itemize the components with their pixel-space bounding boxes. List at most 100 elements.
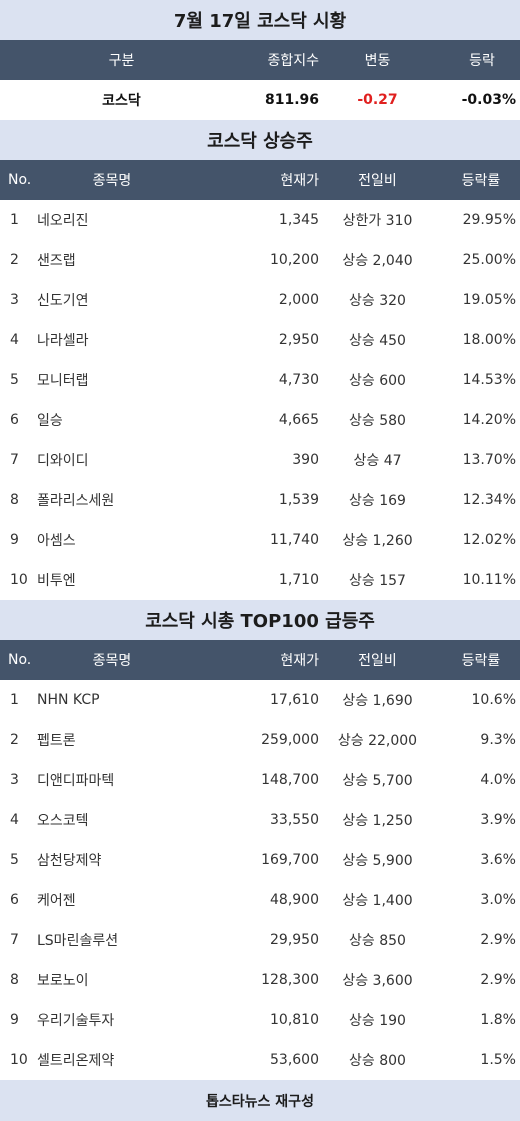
top100-price-change: 상승 1,400 (342, 893, 413, 909)
top100-current-price: 17,610 (270, 692, 319, 708)
gainers-row-number: 4 (10, 332, 19, 348)
gainers-current-price: 4,730 (278, 372, 319, 388)
gainers-current-price: 2,000 (278, 292, 319, 308)
gainers-current-price: 2,950 (278, 332, 319, 348)
gainers-stock-name: 디와이디 (37, 453, 89, 469)
gainers-header-change: 전일비 (358, 173, 397, 189)
summary-header-rate: 등락 (469, 53, 495, 69)
gainers-current-price: 390 (292, 452, 319, 468)
summary-header-category: 구분 (108, 53, 135, 69)
table-row: 4 오스코텍 33,550 상승 1,250 3.9% (0, 800, 520, 840)
top100-row-number: 3 (10, 772, 19, 788)
top100-header-rate: 등락률 (461, 653, 501, 669)
gainers-price-change: 상승 450 (349, 333, 406, 349)
top100-current-price: 148,700 (261, 772, 319, 788)
top100-price-change: 상승 5,900 (342, 853, 413, 869)
top100-change-rate: 2.9% (480, 932, 516, 948)
gainers-change-rate: 14.20% (462, 412, 516, 428)
top100-current-price: 128,300 (261, 972, 319, 988)
gainers-stock-name: 폴라리스세원 (37, 493, 115, 509)
top100-stock-name: 셀트리온제약 (37, 1053, 115, 1069)
table-row: 1 NHN KCP 17,610 상승 1,690 10.6% (0, 680, 520, 720)
table-row: 10 셀트리온제약 53,600 상승 800 1.5% (0, 1040, 520, 1080)
gainers-header-no: No. (8, 172, 32, 188)
top100-price-change: 상승 850 (349, 933, 406, 949)
top100-change-rate: 3.6% (480, 852, 516, 868)
top100-change-rate: 9.3% (480, 732, 516, 748)
top100-row-number: 9 (10, 1012, 19, 1028)
gainers-price-change: 상승 580 (349, 413, 406, 429)
gainers-change-rate: 12.34% (462, 492, 516, 508)
table-row: 5 삼천당제약 169,700 상승 5,900 3.6% (0, 840, 520, 880)
gainers-row-number: 9 (10, 532, 19, 548)
gainers-change-rate: 14.53% (462, 372, 516, 388)
gainers-price-change: 상승 47 (353, 453, 402, 469)
top100-row-number: 6 (10, 892, 19, 908)
gainers-row-number: 2 (10, 252, 19, 268)
top100-current-price: 33,550 (270, 812, 319, 828)
gainers-change-rate: 19.05% (462, 292, 516, 308)
gainers-current-price: 11,740 (270, 532, 319, 548)
table-row: 9 우리기술투자 10,810 상승 190 1.8% (0, 1000, 520, 1040)
gainers-price-change: 상승 600 (349, 373, 406, 389)
gainers-change-rate: 18.00% (462, 332, 516, 348)
gainers-row-number: 6 (10, 412, 19, 428)
top100-change-rate: 10.6% (471, 692, 516, 708)
top100-price-change: 상승 190 (349, 1013, 406, 1029)
top100-header-no: No. (8, 652, 32, 668)
table-row: 8 폴라리스세원 1,539 상승 169 12.34% (0, 480, 520, 520)
gainers-current-price: 1,345 (278, 212, 319, 228)
gainers-change-rate: 13.70% (462, 452, 516, 468)
gainers-price-change: 상승 320 (349, 293, 406, 309)
gainers-stock-name: 일승 (37, 413, 63, 429)
top100-row-number: 10 (10, 1052, 28, 1068)
top100-price-change: 상승 1,690 (342, 693, 413, 709)
gainers-stock-name: 샌즈랩 (37, 253, 76, 269)
gainers-price-change: 상승 157 (349, 573, 406, 589)
gainers-row-number: 8 (10, 492, 19, 508)
top100-row-number: 7 (10, 932, 19, 948)
top100-row-number: 2 (10, 732, 19, 748)
gainers-row-number: 10 (10, 572, 28, 588)
top100-price-change: 상승 800 (349, 1053, 406, 1069)
table-row: 6 일승 4,665 상승 580 14.20% (0, 400, 520, 440)
top100-change-rate: 2.9% (480, 972, 516, 988)
gainers-price-change: 상한가 310 (342, 213, 413, 229)
gainers-stock-name: 나라셀라 (37, 333, 89, 349)
gainers-row-number: 7 (10, 452, 19, 468)
top100-change-rate: 1.8% (480, 1012, 516, 1028)
market-title-band: 7월 17일 코스닥 시황 (0, 0, 520, 40)
gainers-row-number: 1 (10, 212, 19, 228)
top100-stock-name: 펩트론 (37, 733, 76, 749)
gainers-change-rate: 12.02% (462, 532, 516, 548)
gainers-change-rate: 25.00% (462, 252, 516, 268)
top100-stock-name: 디앤디파마텍 (37, 773, 115, 789)
top100-header-change: 전일비 (358, 653, 397, 669)
gainers-title: 코스닥 상승주 (207, 131, 313, 152)
top100-title: 코스닥 시총 TOP100 급등주 (145, 611, 375, 632)
top100-stock-name: 우리기술투자 (37, 1013, 115, 1029)
table-row: 1 네오리진 1,345 상한가 310 29.95% (0, 200, 520, 240)
top100-current-price: 53,600 (270, 1052, 319, 1068)
footer-source: 톱스타뉴스 재구성 (206, 1093, 314, 1110)
summary-header-change: 변동 (364, 53, 391, 69)
top100-table-body: 1 NHN KCP 17,610 상승 1,690 10.6% 2 펩트론 259,000 상승… (0, 680, 520, 1080)
top100-price-change: 상승 3,600 (342, 973, 413, 989)
table-row: 7 LS마린솔루션 29,950 상승 850 2.9% (0, 920, 520, 960)
top100-price-change: 상승 22,000 (337, 733, 418, 749)
footer-band: 톱스타뉴스 재구성 (0, 1080, 520, 1121)
summary-change-value: -0.27 (357, 92, 398, 108)
gainers-stock-name: 신도기연 (37, 293, 89, 309)
gainers-header-rate: 등락률 (461, 173, 501, 189)
gainers-price-change: 상승 169 (349, 493, 406, 509)
top100-price-change: 상승 5,700 (342, 773, 413, 789)
gainers-stock-name: 모니터랩 (37, 373, 89, 389)
top100-current-price: 259,000 (261, 732, 319, 748)
top100-current-price: 29,950 (270, 932, 319, 948)
gainers-change-rate: 10.11% (462, 572, 516, 588)
gainers-price-change: 상승 2,040 (342, 253, 413, 269)
top100-stock-name: LS마린솔루션 (37, 933, 119, 949)
table-row: 9 아셈스 11,740 상승 1,260 12.02% (0, 520, 520, 560)
top100-row-number: 8 (10, 972, 19, 988)
gainers-title-band: 코스닥 상승주 (0, 120, 520, 160)
